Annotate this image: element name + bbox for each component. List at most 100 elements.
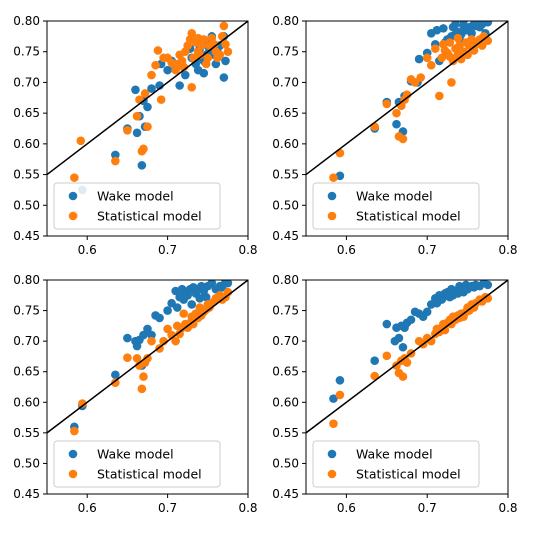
legend-statistical-marker <box>327 211 337 221</box>
y-tick-label: 0.75 <box>272 45 299 59</box>
y-tick-label: 0.45 <box>272 229 299 243</box>
y-tick-label: 0.70 <box>272 334 299 348</box>
y-tick-label: 0.55 <box>272 426 299 440</box>
wake-model-point <box>187 300 197 309</box>
legend: Wake model Statistical model <box>53 182 221 230</box>
statistical-model-point <box>209 40 219 49</box>
statistical-model-point <box>217 32 227 41</box>
reference-line <box>47 21 248 176</box>
y-tick-label: 0.60 <box>13 137 40 151</box>
y-tick-label: 0.55 <box>13 168 40 182</box>
statistical-model-point <box>163 324 172 334</box>
statistical-model-point <box>187 83 197 92</box>
plot-area <box>306 280 508 434</box>
statistical-model-point <box>422 53 432 63</box>
wake-model-point <box>139 330 148 340</box>
reference-line <box>306 280 508 434</box>
y-tick-label: 0.75 <box>272 304 299 318</box>
y-tick-label: 0.65 <box>13 365 40 379</box>
y-tick-label: 0.65 <box>13 106 40 120</box>
statistical-model-point <box>78 399 87 408</box>
legend-statistical-label: Statistical model <box>356 467 461 482</box>
axes-frame <box>46 20 249 237</box>
wake-model-point <box>467 28 476 38</box>
x-tick-label: 0.6 <box>78 501 97 515</box>
wake-model-point <box>180 70 190 80</box>
statistical-model-point <box>223 47 233 57</box>
y-tick-label: 0.50 <box>13 456 40 470</box>
statistical-model-point <box>430 44 440 53</box>
legend-statistical-marker <box>68 469 78 479</box>
y-tick-label: 0.50 <box>272 198 299 212</box>
statistical-model-point <box>123 353 132 362</box>
statistical-model-point <box>147 70 156 80</box>
axes-frame <box>305 20 509 237</box>
statistical-model-point <box>410 78 420 87</box>
statistical-model-point <box>111 378 120 388</box>
axes-frame <box>305 279 509 495</box>
x-tick-label: 0.7 <box>418 243 437 257</box>
statistical-model-point <box>171 336 180 346</box>
subplot-bottom-left: 0.6 0.7 0.8 0.45 0.50 0.55 0.60 0.65 0.70 0.75 0.8… <box>13 273 257 515</box>
wake-model-point <box>329 394 338 403</box>
wake-model-point <box>219 73 229 82</box>
y-tick-label: 0.70 <box>272 75 299 89</box>
wake-model-point <box>398 342 408 352</box>
y-tick-label: 0.60 <box>272 395 299 409</box>
statistical-model-point <box>153 46 163 55</box>
statistical-model-point <box>132 353 142 363</box>
statistical-model-point <box>143 353 152 363</box>
wake-model-point <box>335 375 345 385</box>
statistical-model-point <box>123 126 132 135</box>
legend-statistical-label: Statistical model <box>356 209 461 224</box>
wake-model-point <box>483 280 493 290</box>
statistical-model-point <box>221 40 230 49</box>
axes-frame <box>46 279 249 495</box>
statistical-model-point <box>111 156 120 166</box>
statistical-model-point <box>132 111 142 121</box>
y-tick-label: 0.45 <box>13 487 40 501</box>
statistical-model-point <box>203 53 213 63</box>
wake-model-point <box>451 21 460 29</box>
statistical-model-point <box>370 122 379 131</box>
statistical-model-point <box>219 21 229 31</box>
statistical-model-point <box>329 419 338 428</box>
statistical-model-point <box>215 50 225 60</box>
statistical-model-point <box>426 60 436 70</box>
reference-line <box>306 21 508 176</box>
wake-model-point <box>123 333 132 343</box>
statistical-model-point <box>456 54 466 64</box>
statistical-model-point <box>140 89 150 98</box>
y-tick-label: 0.50 <box>272 456 299 470</box>
statistical-model-series <box>70 21 233 219</box>
statistical-model-point <box>455 41 464 50</box>
x-tick-label: 0.8 <box>238 243 257 257</box>
x-tick-label: 0.8 <box>498 501 517 515</box>
statistical-model-point <box>483 36 493 45</box>
statistical-model-point <box>382 99 392 109</box>
wake-model-point <box>163 306 172 315</box>
wake-model-point <box>111 150 120 160</box>
x-tick-label: 0.8 <box>498 243 517 257</box>
wake-model-point <box>147 84 156 93</box>
wake-model-point <box>147 330 156 340</box>
legend-statistical-label: Statistical model <box>97 467 202 482</box>
wake-model-point <box>223 280 233 288</box>
statistical-model-point <box>398 372 408 381</box>
statistical-model-point <box>335 148 345 158</box>
y-tick-label: 0.50 <box>13 198 40 212</box>
wake-model-point <box>175 81 184 90</box>
statistical-model-point <box>70 426 79 436</box>
legend-wake-marker <box>68 449 78 459</box>
statistical-model-point <box>189 53 198 63</box>
x-tick-label: 0.7 <box>418 501 437 515</box>
legend-statistical-marker <box>327 469 337 479</box>
wake-model-point <box>406 315 416 325</box>
legend-wake-label: Wake model <box>356 189 433 204</box>
y-tick-label: 0.60 <box>13 395 40 409</box>
wake-model-point <box>111 370 120 380</box>
statistical-model-point <box>445 38 455 47</box>
statistical-model-point <box>448 56 458 66</box>
statistical-model-point <box>151 60 160 70</box>
wake-model-point <box>172 303 182 312</box>
